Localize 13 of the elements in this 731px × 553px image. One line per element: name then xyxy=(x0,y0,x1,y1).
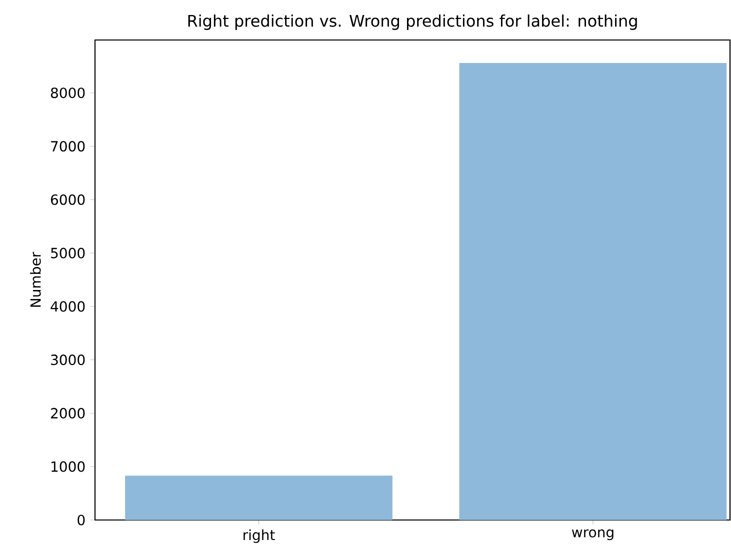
y-tick-label: 1000 xyxy=(52,461,85,472)
y-tick-label: 8000 xyxy=(50,88,85,98)
y-axis-title: Number xyxy=(30,252,41,307)
y-tick-label: 5000 xyxy=(51,248,85,258)
y-tick-label: 2000 xyxy=(51,408,85,418)
x-tick-label: right xyxy=(244,529,275,543)
y-tick-label: 0 xyxy=(78,514,85,526)
y-tick-label: 4000 xyxy=(50,301,85,312)
y-tick-label: 6000 xyxy=(50,194,85,205)
y-tick-label: 7000 xyxy=(51,140,85,152)
x-tick-label: wrong xyxy=(572,529,614,540)
y-tick-label: 3000 xyxy=(51,354,85,366)
chart-title: Right prediction vs. Wrong predictions for label: nothing xyxy=(188,14,637,30)
